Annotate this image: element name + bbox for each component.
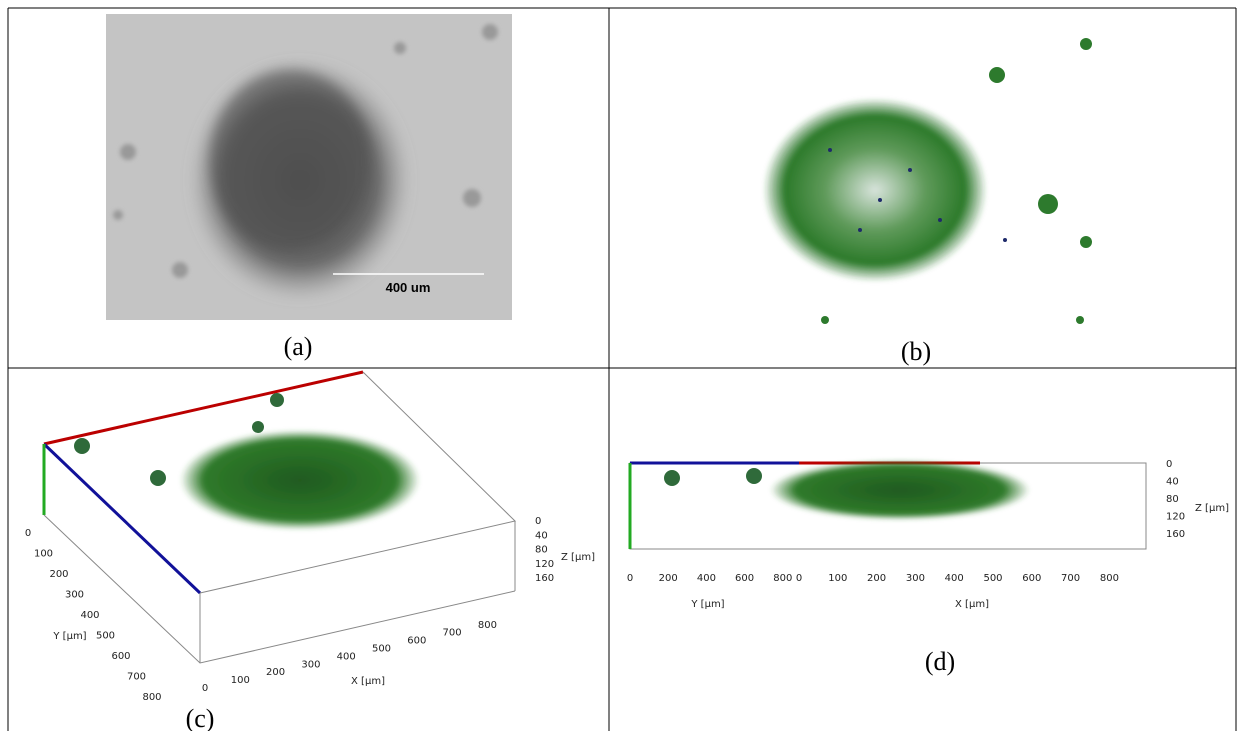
tick-label: 700 <box>443 628 462 639</box>
panel-a-image: 400 um <box>106 14 512 320</box>
panel-label: (d) <box>925 647 955 676</box>
tick-label: 80 <box>1166 494 1179 505</box>
scale-bar-label: 400 um <box>386 280 431 295</box>
tick-label: 0 <box>1166 459 1172 470</box>
tick-label: 40 <box>535 530 548 541</box>
tick-label: 600 <box>111 651 130 662</box>
tick-label: Y [µm] <box>52 631 86 642</box>
tick-label: 800 <box>478 620 497 631</box>
tick-label: 700 <box>127 672 146 683</box>
tick-label: 800 <box>773 573 792 584</box>
tick-label: X [µm] <box>955 599 989 610</box>
tick-label: 600 <box>1022 573 1041 584</box>
panel-b-image <box>763 38 1092 324</box>
tick-label: 400 <box>945 573 964 584</box>
tick-label: 200 <box>49 569 68 580</box>
tick-label: X [µm] <box>351 676 385 687</box>
tick-label: 40 <box>1166 477 1179 488</box>
tick-label: 400 <box>697 573 716 584</box>
tick-label: 400 <box>80 610 99 621</box>
panel-label: (b) <box>901 337 931 366</box>
panel-c-image <box>42 370 517 664</box>
tick-label: 100 <box>828 573 847 584</box>
axis-labels: 0 200 400 600 800 0 100 200 300 400 500 600 700 800 0 4… <box>627 459 1229 610</box>
tick-label: 120 <box>1166 512 1185 523</box>
tick-label: Y [µm] <box>690 599 724 610</box>
panel-label: (a) <box>284 332 313 361</box>
tick-label: Z [µm] <box>561 552 595 563</box>
tick-label: 0 <box>627 573 633 584</box>
tick-label: 600 <box>407 636 426 647</box>
panel-d-image <box>628 460 1147 550</box>
grid-lines <box>7 7 1237 731</box>
tick-label: 300 <box>301 659 320 670</box>
tick-label: 400 <box>337 651 356 662</box>
tick-label: 200 <box>867 573 886 584</box>
tick-label: 0 <box>535 516 541 527</box>
tick-label: 200 <box>266 667 285 678</box>
tick-label: 80 <box>535 545 548 556</box>
tick-label: 160 <box>535 573 554 584</box>
tick-label: 800 <box>1100 573 1119 584</box>
axis-labels: 0100200300400500600700800010020030040050… <box>25 516 595 703</box>
tick-label: 0 <box>796 573 802 584</box>
tick-label: 700 <box>1061 573 1080 584</box>
tick-label: 500 <box>96 631 115 642</box>
tick-label: 160 <box>1166 529 1185 540</box>
tick-label: 120 <box>535 559 554 570</box>
tick-label: 0 <box>202 683 208 694</box>
tick-label: 100 <box>34 549 53 560</box>
tick-label: Z [µm] <box>1195 503 1229 514</box>
tick-label: 500 <box>983 573 1002 584</box>
tick-label: 200 <box>659 573 678 584</box>
tick-label: 300 <box>906 573 925 584</box>
tick-label: 600 <box>735 573 754 584</box>
tick-label: 500 <box>372 644 391 655</box>
tick-label: 800 <box>142 692 161 703</box>
panel-label: (c) <box>186 704 215 731</box>
tick-label: 0 <box>25 528 31 539</box>
tick-label: 300 <box>65 590 84 601</box>
tick-label: 100 <box>231 675 250 686</box>
